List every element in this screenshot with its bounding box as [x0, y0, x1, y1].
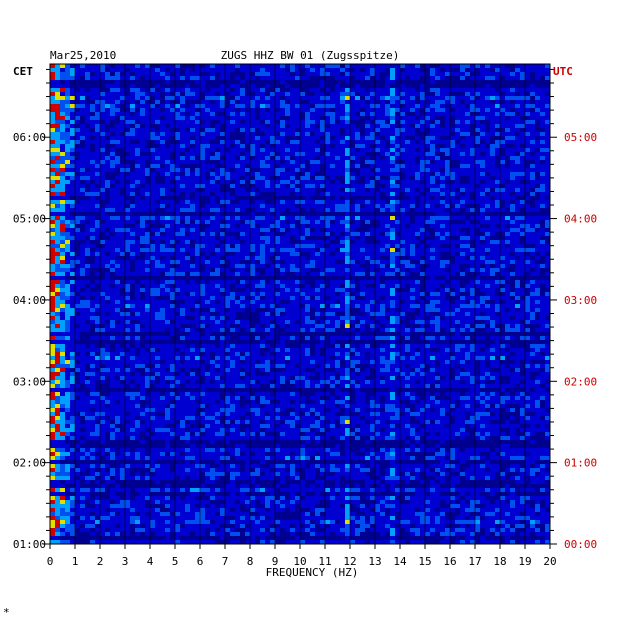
date-label: Mar25,2010 [50, 49, 116, 62]
x-tick-label: 16 [443, 555, 456, 568]
x-tick-label: 4 [147, 555, 154, 568]
left-time-label: 04:00 [13, 294, 46, 307]
chart-title: ZUGS HHZ BW 01 (Zugsspitze) [221, 49, 400, 62]
tick-marks [43, 68, 557, 549]
x-tick-label: 12 [343, 555, 356, 568]
left-time-label: 03:00 [13, 375, 46, 388]
right-time-label: 04:00 [564, 213, 597, 226]
x-tick-label: 10 [293, 555, 306, 568]
grid-lines [74, 64, 526, 544]
right-time-label: 00:00 [564, 538, 597, 551]
left-time-label: 02:00 [13, 457, 46, 470]
x-tick-label: 13 [368, 555, 381, 568]
x-tick-label: 3 [122, 555, 129, 568]
x-tick-label: 9 [272, 555, 279, 568]
x-axis-label: FREQUENCY (HZ) [266, 566, 359, 579]
x-tick-label: 17 [468, 555, 481, 568]
x-tick-label: 11 [318, 555, 331, 568]
x-tick-label: 0 [47, 555, 54, 568]
x-tick-label: 7 [222, 555, 229, 568]
x-tick-label: 1 [72, 555, 79, 568]
right-axis-label: UTC [553, 65, 573, 78]
left-axis-label: CET [13, 65, 33, 78]
right-time-labels: 05:00 04:00 03:00 02:00 01:00 00:00 [564, 131, 597, 551]
x-tick-labels: 0 1 2 3 4 5 6 7 8 9 10 11 12 13 14 15 16 17 18 19 20 [47, 555, 557, 568]
x-tick-label: 8 [247, 555, 254, 568]
right-time-label: 03:00 [564, 294, 597, 307]
left-time-label: 06:00 [13, 131, 46, 144]
x-tick-label: 5 [172, 555, 179, 568]
left-time-label: 05:00 [13, 213, 46, 226]
x-tick-label: 15 [418, 555, 431, 568]
right-time-label: 05:00 [564, 131, 597, 144]
x-tick-label: 14 [393, 555, 407, 568]
x-tick-label: 6 [197, 555, 204, 568]
x-tick-label: 19 [518, 555, 531, 568]
x-tick-label: 20 [543, 555, 556, 568]
right-time-label: 01:00 [564, 457, 597, 470]
footer-mark: * [3, 606, 10, 619]
left-time-label: 01:00 [13, 538, 46, 551]
left-time-labels: 06:00 05:00 04:00 03:00 02:00 01:00 [13, 131, 46, 551]
x-tick-label: 18 [493, 555, 506, 568]
x-tick-label: 2 [97, 555, 104, 568]
right-time-label: 02:00 [564, 375, 597, 388]
